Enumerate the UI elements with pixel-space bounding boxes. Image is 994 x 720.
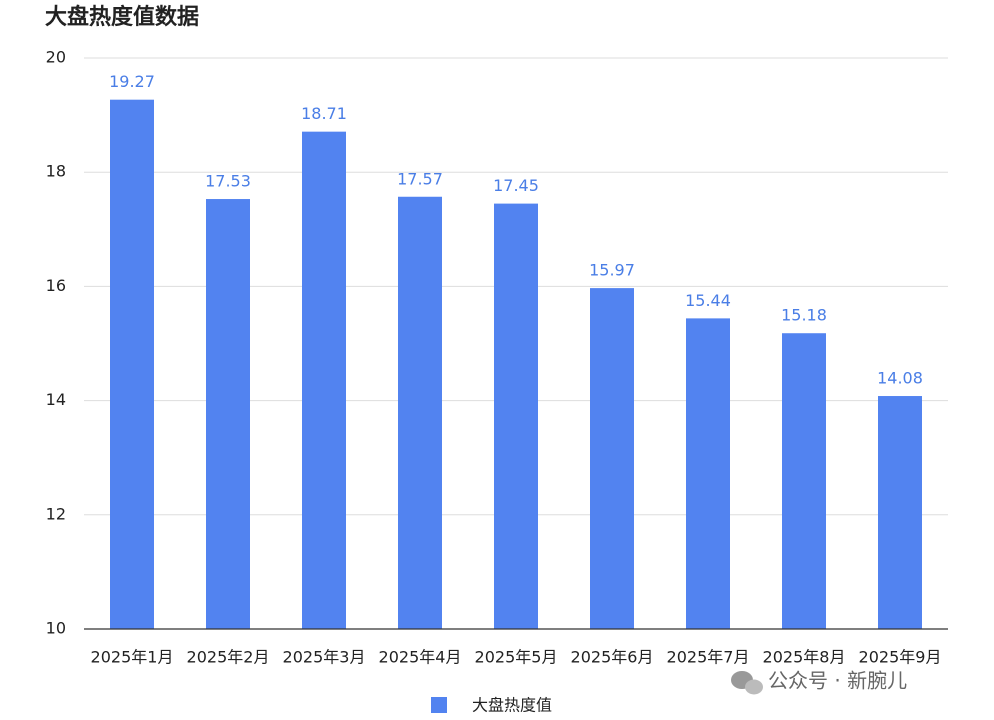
y-tick-label: 18 — [46, 162, 66, 181]
x-tick-label: 2025年4月 — [379, 648, 462, 667]
y-tick-label: 20 — [46, 48, 66, 67]
x-tick-label: 2025年5月 — [475, 648, 558, 667]
data-label: 15.18 — [781, 306, 827, 325]
x-tick-label: 2025年8月 — [763, 648, 846, 667]
bar — [398, 196, 442, 630]
x-tick-label: 2025年3月 — [283, 648, 366, 667]
watermark: 公众号 · 新腕儿 — [768, 669, 907, 693]
data-label: 17.53 — [205, 172, 251, 191]
bar — [110, 99, 154, 630]
data-label: 17.57 — [397, 169, 443, 188]
watermark-icon — [731, 671, 763, 695]
bar — [302, 131, 346, 629]
x-tick-label: 2025年6月 — [571, 648, 654, 667]
y-tick-label: 14 — [46, 390, 66, 409]
x-tick-label: 2025年1月 — [91, 648, 174, 667]
bar — [782, 333, 826, 629]
data-label: 15.44 — [685, 291, 731, 310]
legend-swatch — [431, 697, 447, 713]
data-label: 17.45 — [493, 176, 539, 195]
x-tick-label: 2025年7月 — [667, 648, 750, 667]
data-label: 18.71 — [301, 104, 347, 123]
y-tick-label: 16 — [46, 276, 66, 295]
bar — [494, 203, 538, 630]
bar — [686, 318, 730, 629]
y-tick-label: 12 — [46, 504, 66, 523]
data-label: 14.08 — [877, 369, 923, 388]
bar — [590, 288, 634, 629]
y-tick-label: 10 — [46, 619, 66, 638]
bar — [206, 199, 250, 630]
data-label: 15.97 — [589, 261, 635, 280]
x-tick-label: 2025年9月 — [859, 648, 942, 667]
data-label: 19.27 — [109, 72, 155, 91]
chart-title: 大盘热度值数据 — [45, 4, 199, 30]
legend-label: 大盘热度值 — [472, 696, 552, 715]
bar — [878, 396, 922, 629]
x-tick-label: 2025年2月 — [187, 648, 270, 667]
